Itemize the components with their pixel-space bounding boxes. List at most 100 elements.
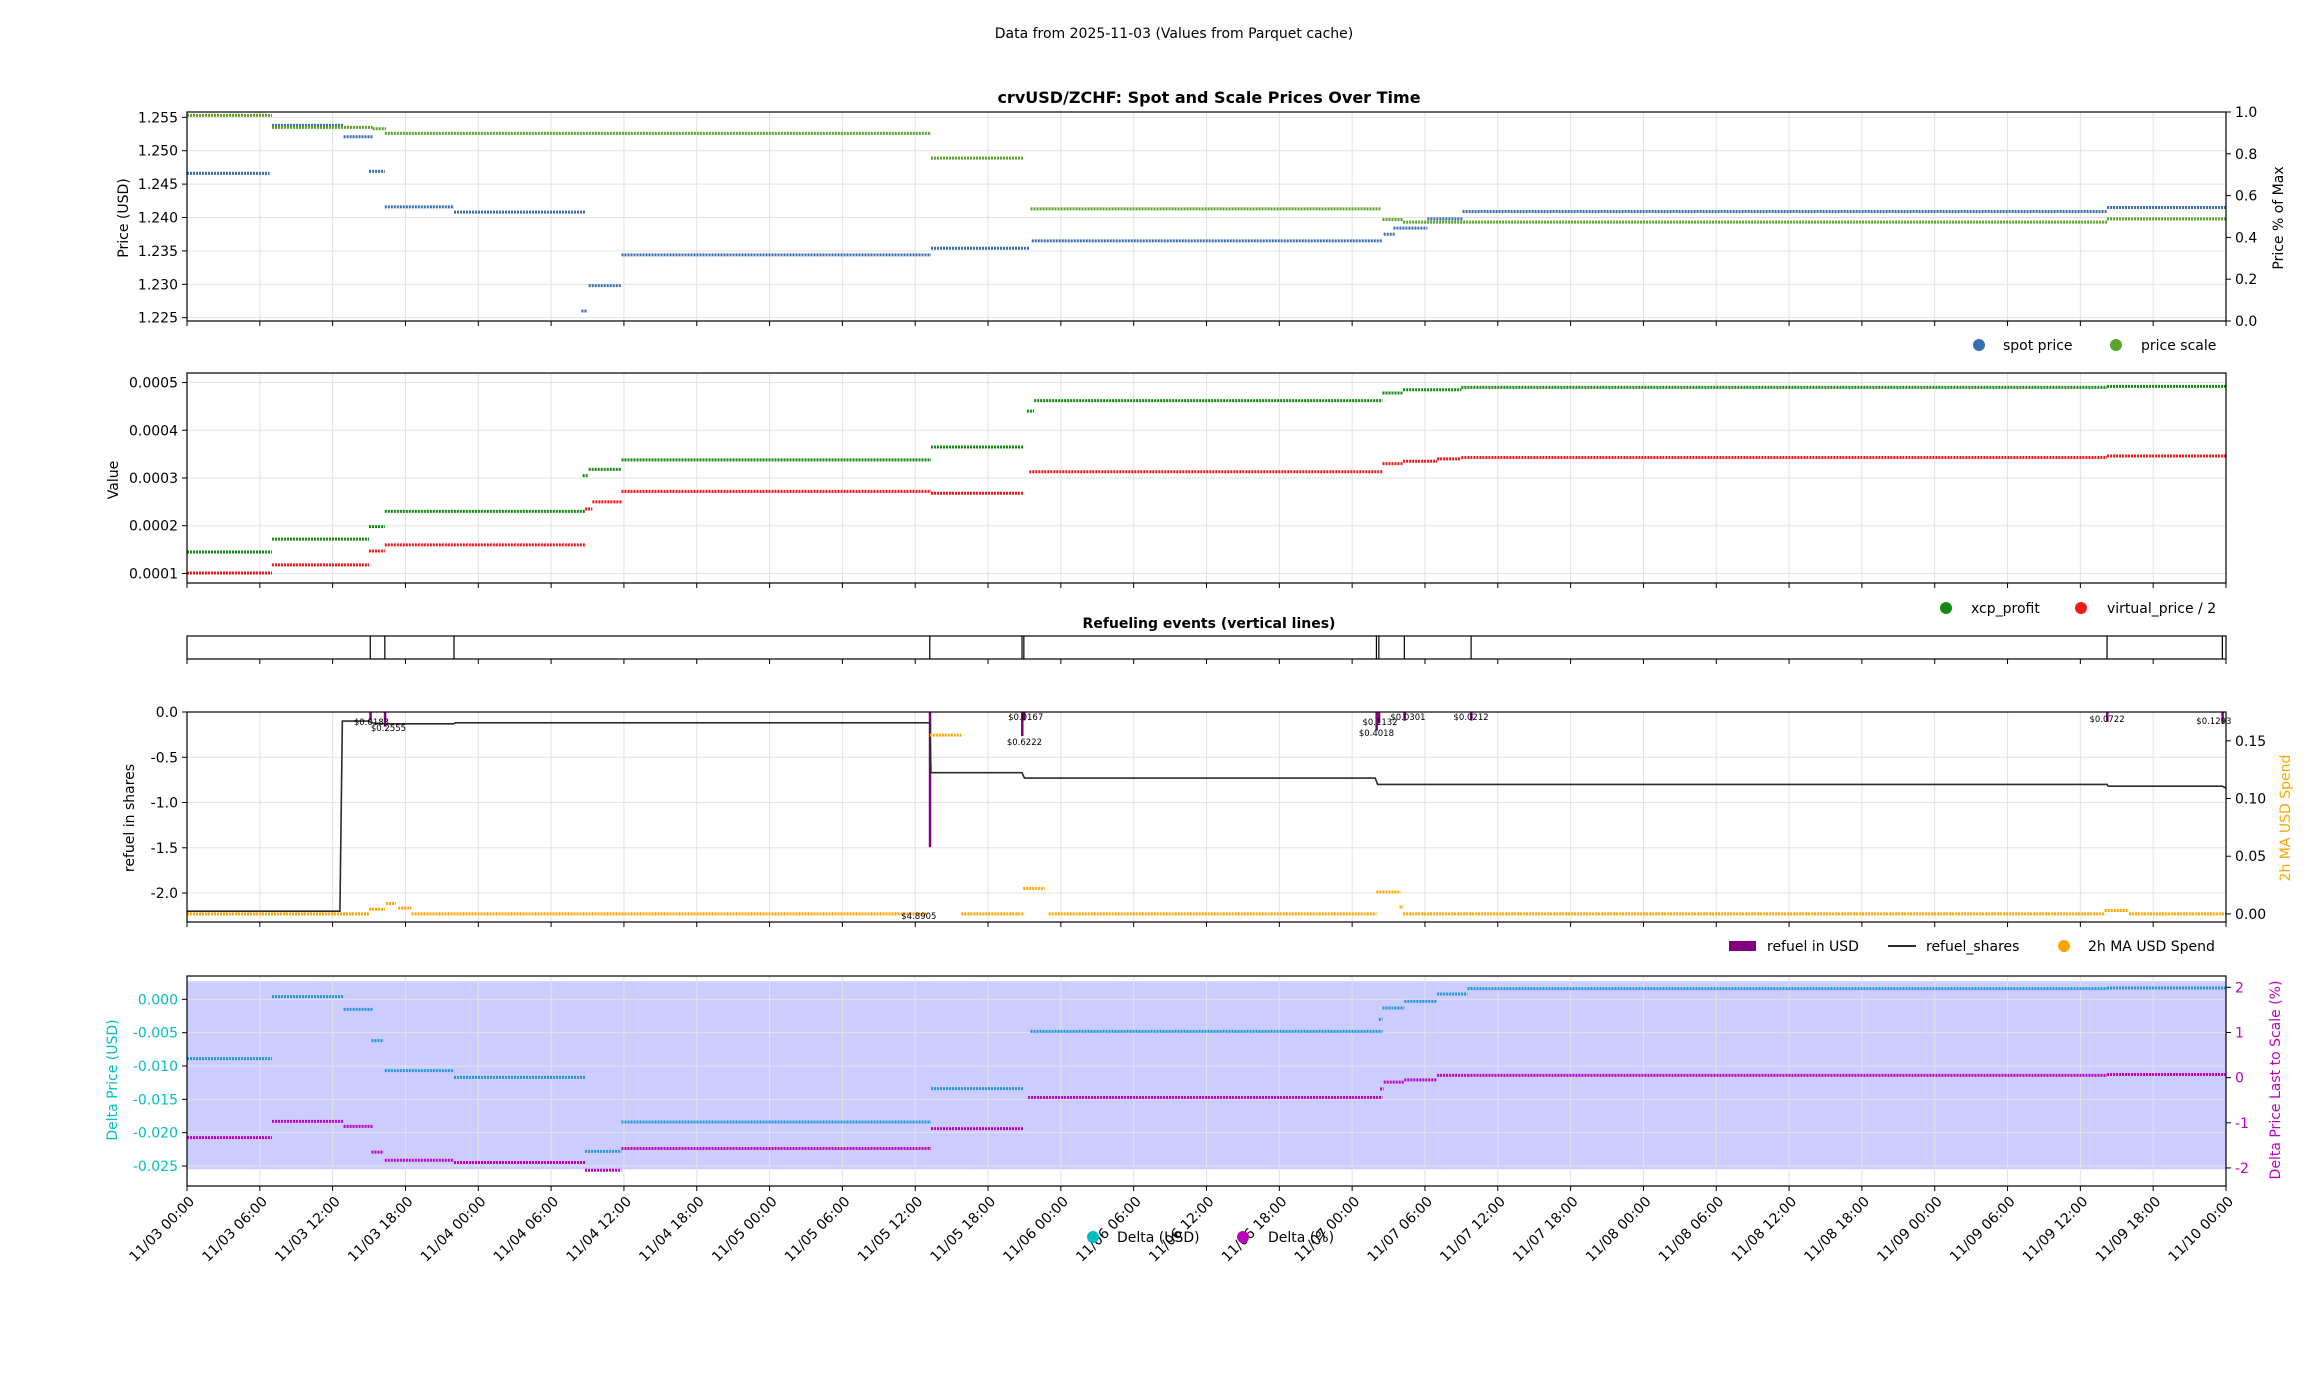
refuel-usd-bar (928, 712, 932, 848)
legend-delta-pct-label: Delta (%) (1268, 1230, 1334, 1246)
panel5-ylabel: Delta Price (USD) (105, 1019, 121, 1140)
panel2-legend: xcp_profit virtual_price / 2 (1940, 601, 2216, 617)
y-right-tick-label: 0.4 (2235, 230, 2257, 246)
y-tick-label: 0.0 (156, 705, 178, 721)
y-tick-label: 1.230 (138, 277, 178, 293)
y-tick-label: 0.000 (138, 992, 178, 1008)
panel3-title: Refueling events (vertical lines) (1083, 616, 1336, 632)
legend-ma-marker (2058, 940, 2070, 952)
x-tick-label: 11/05 06:00 (782, 1194, 854, 1266)
x-tick-label: 11/07 18:00 (1510, 1194, 1582, 1266)
refuel-usd-bar (1022, 712, 1026, 721)
y-tick-label: 0.0005 (129, 376, 178, 392)
y-tick-label: 0.0004 (129, 423, 178, 439)
x-tick-label: 11/09 18:00 (2093, 1194, 2165, 1266)
legend-vprice-label: virtual_price / 2 (2107, 601, 2216, 617)
x-tick-label: 11/04 18:00 (636, 1194, 708, 1266)
x-tick-label: 11/03 18:00 (345, 1194, 417, 1266)
refuel-panel: 0.0 -0.5 -1.0 -1.5 -2.0 0.15 0.10 0.05 0.00 $0.01… (151, 705, 2266, 927)
panel1-title: crvUSD/ZCHF: Spot and Scale Prices Over … (997, 88, 1420, 107)
legend-xcp-marker (1940, 602, 1952, 614)
refuel-usd-bar (1377, 712, 1381, 723)
y-tick-label: 1.245 (138, 177, 178, 193)
x-tick-label: 11/07 06:00 (1365, 1194, 1437, 1266)
price-panel: 1.225 1.230 1.235 1.240 1.245 1.250 1.255 0.0 0.… (138, 105, 2257, 330)
refuel-usd-bar (1403, 712, 1406, 721)
y-right-tick-label: 2 (2235, 980, 2244, 996)
y-tick-label: -0.005 (133, 1026, 178, 1042)
y-tick-label: 0.0001 (129, 566, 178, 582)
x-tick-label: 11/06 00:00 (1000, 1194, 1072, 1266)
refuel-usd-annotation: $0.0212 (1454, 713, 1489, 723)
refuel-usd-annotation: $0.0301 (1390, 713, 1425, 723)
panel5-legend: Delta (USD) Delta (%) (1087, 1230, 1334, 1246)
panel4-legend: refuel in USD refuel_shares 2h MA USD Sp… (1729, 939, 2215, 955)
y-right-tick-label: 0 (2235, 1071, 2244, 1087)
y-right-tick-label: 0.10 (2235, 792, 2266, 808)
panel1-ylabel: Price (USD) (116, 178, 132, 257)
y-right-tick-label: 1 (2235, 1025, 2244, 1041)
y-tick-label: -0.025 (133, 1159, 178, 1175)
legend-spot-label: spot price (2003, 338, 2073, 354)
y-right-tick-label: 0.05 (2235, 849, 2266, 865)
x-tick-label: 11/08 00:00 (1583, 1194, 1655, 1266)
y-right-tick-label: 0.0 (2235, 314, 2257, 330)
delta-panel: 0.000 -0.005 -0.010 -0.015 -0.020 -0.025 2 1 0 -1… (133, 975, 2249, 1191)
x-tick-label: 11/10 00:00 (2166, 1194, 2238, 1266)
x-tick-label: 11/09 00:00 (1874, 1194, 1946, 1266)
refuel-usd-bar (1021, 712, 1024, 737)
x-tick-label: 11/08 06:00 (1656, 1194, 1728, 1266)
refuel-events-panel (186, 635, 2227, 664)
panel1-legend: spot price price scale (1973, 338, 2216, 354)
x-tick-label: 11/05 00:00 (709, 1194, 781, 1266)
x-tick-label: 11/09 12:00 (2020, 1194, 2092, 1266)
x-tick-label: 11/04 06:00 (491, 1194, 563, 1266)
refuel-usd-bar (2221, 712, 2224, 724)
refuel-usd-annotation: $0.2555 (371, 724, 406, 734)
legend-scale-label: price scale (2141, 338, 2216, 354)
x-tick-label: 11/07 12:00 (1437, 1194, 1509, 1266)
legend-refuel-usd-marker (1729, 941, 1756, 951)
y-tick-label: -0.020 (133, 1126, 178, 1142)
y-tick-label: 0.0002 (129, 519, 178, 535)
legend-scale-marker (2110, 339, 2122, 351)
refuel-usd-annotation: $0.1293 (2196, 717, 2231, 727)
x-tick-label: 11/03 00:00 (127, 1194, 199, 1266)
figure-header: Data from 2025-11-03 (Values from Parque… (995, 26, 1354, 42)
y-right-tick-label: 0.15 (2235, 734, 2266, 750)
y-right-tick-label: 0.6 (2235, 189, 2257, 205)
y-tick-label: 1.225 (138, 311, 178, 327)
y-tick-label: -0.010 (133, 1059, 178, 1075)
y-tick-label: -1.5 (151, 841, 178, 857)
y-tick-label: -1.0 (151, 796, 178, 812)
refuel-usd-bar (2106, 712, 2109, 722)
y-right-tick-label: -2 (2235, 1161, 2249, 1177)
y-tick-label: -0.5 (151, 750, 178, 766)
panel4-ylabel-right: 2h MA USD Spend (2278, 755, 2294, 882)
x-tick-label: 11/05 18:00 (928, 1194, 1000, 1266)
legend-delta-usd-label: Delta (USD) (1117, 1230, 1200, 1246)
panel-frame (186, 635, 2227, 660)
panel4-ylabel: refuel in shares (122, 764, 138, 872)
refuel-usd-annotation: $0.1132 (1362, 718, 1397, 728)
y-right-tick-label: -1 (2235, 1116, 2249, 1132)
x-tick-label: 11/04 00:00 (418, 1194, 490, 1266)
x-tick-label: 11/04 12:00 (563, 1194, 635, 1266)
refuel-usd-annotation: $0.4018 (1359, 729, 1394, 739)
panel5-ylabel-right: Delta Price Last to Scale (%) (2268, 981, 2284, 1180)
x-tick-label: 11/05 12:00 (855, 1194, 927, 1266)
x-tick-label: 11/03 06:00 (199, 1194, 271, 1266)
legend-vprice-marker (2075, 602, 2087, 614)
refuel-usd-bar (383, 712, 387, 727)
y-tick-label: -2.0 (151, 886, 178, 902)
y-right-tick-label: 1.0 (2235, 105, 2257, 121)
legend-delta-usd-marker (1087, 1231, 1099, 1243)
y-right-tick-label: 0.00 (2235, 907, 2266, 923)
refuel-usd-annotation: $0.0722 (2089, 715, 2124, 725)
refuel-usd-bar (369, 712, 372, 721)
legend-xcp-label: xcp_profit (1971, 601, 2040, 617)
legend-ma-label: 2h MA USD Spend (2088, 939, 2215, 955)
refuel-usd-bar (1470, 712, 1473, 721)
refuel-usd-annotation: $0.0167 (1008, 713, 1043, 723)
